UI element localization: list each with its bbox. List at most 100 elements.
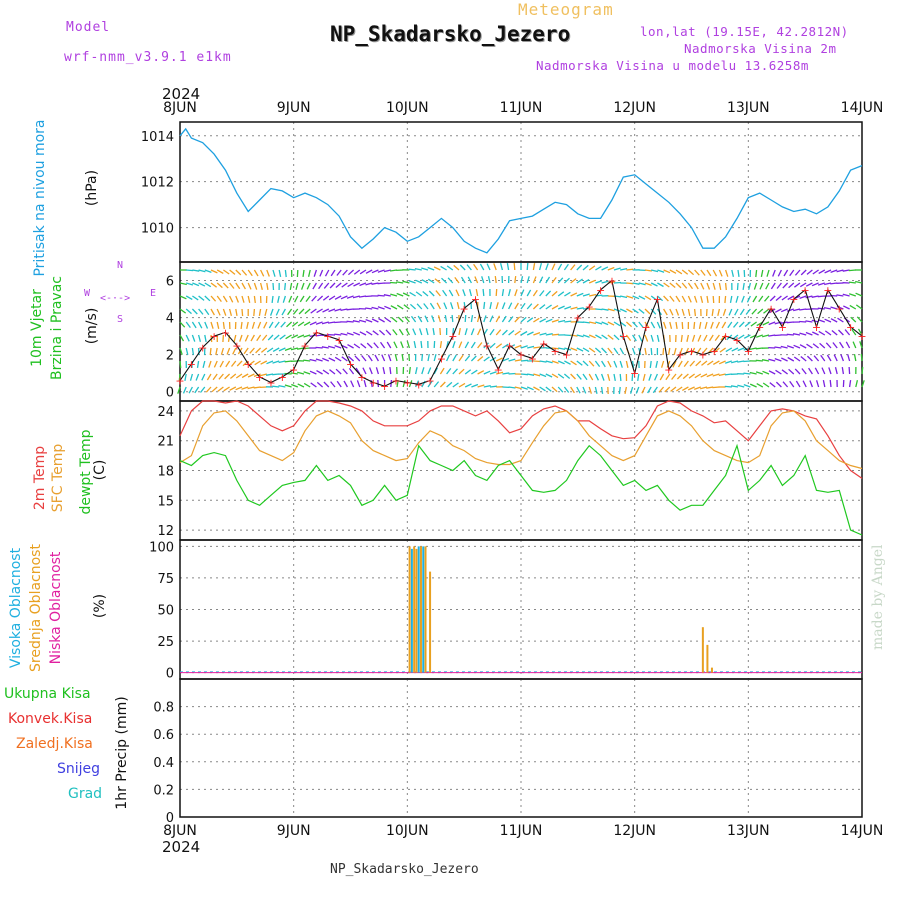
wind-arrow bbox=[688, 373, 695, 379]
wind-arrow bbox=[291, 334, 299, 339]
wind-arrow bbox=[595, 308, 603, 311]
wind-arrow bbox=[508, 344, 516, 349]
wind-arrow bbox=[620, 295, 628, 299]
wind-arrow bbox=[371, 318, 379, 323]
wind-arrow bbox=[447, 277, 454, 284]
wind-arrow bbox=[697, 334, 702, 342]
wind-arrow bbox=[841, 366, 845, 375]
wind-arrow bbox=[322, 369, 330, 375]
wind-arrow bbox=[520, 302, 526, 310]
wind-arrow bbox=[570, 278, 577, 284]
wind-arrow bbox=[198, 282, 206, 287]
wind-arrow bbox=[545, 276, 551, 284]
wind-arrow bbox=[724, 360, 733, 364]
wind-arrow bbox=[243, 347, 249, 355]
wind-marker: + bbox=[562, 349, 571, 362]
wind-arrow bbox=[799, 332, 807, 336]
wind-arrow bbox=[769, 295, 776, 302]
wind-arrow bbox=[192, 282, 200, 287]
wind-arrow bbox=[811, 282, 819, 287]
wind-arrow bbox=[539, 304, 546, 310]
wind-arrow bbox=[458, 327, 461, 336]
wind-arrow bbox=[241, 282, 246, 290]
wind-arrow bbox=[253, 269, 259, 277]
wind-arrow bbox=[444, 314, 448, 323]
wind-arrow bbox=[619, 321, 627, 327]
wind-arrow bbox=[613, 308, 621, 313]
wind-arrow bbox=[277, 295, 280, 303]
wind-arrow bbox=[229, 269, 236, 275]
wind-arrow bbox=[669, 321, 673, 329]
wind-arrow bbox=[638, 321, 644, 328]
wind-arrow bbox=[361, 355, 367, 362]
wind-arrow bbox=[775, 369, 782, 375]
wind-arrow bbox=[588, 265, 596, 271]
wind-arrow bbox=[383, 294, 391, 297]
wind-arrow bbox=[681, 321, 684, 330]
wind-arrow bbox=[731, 360, 739, 364]
wind-arrow bbox=[834, 367, 838, 375]
wind-arrow bbox=[241, 295, 245, 303]
wind-arrow bbox=[292, 308, 299, 315]
wind-arrow bbox=[185, 295, 193, 300]
wind-arrow bbox=[409, 291, 416, 297]
wind-arrow bbox=[402, 292, 410, 297]
wind-arrow bbox=[644, 347, 647, 356]
wind-arrow bbox=[452, 368, 458, 375]
wind-arrow bbox=[734, 308, 739, 316]
wind-arrow bbox=[179, 282, 187, 286]
wind-arrow bbox=[275, 308, 280, 316]
wind-arrow bbox=[594, 360, 601, 367]
wind-arrow bbox=[532, 276, 537, 284]
wind-arrow bbox=[800, 269, 807, 276]
wind-arrow bbox=[452, 382, 459, 388]
wind-arrow bbox=[782, 282, 789, 289]
wind-arrow bbox=[737, 360, 745, 363]
wind-arrow bbox=[427, 278, 435, 284]
wind-arrow bbox=[830, 269, 838, 274]
wind-arrow bbox=[271, 295, 274, 303]
wind-arrow bbox=[848, 380, 852, 388]
wind-arrow bbox=[601, 321, 609, 326]
wind-speed-line bbox=[179, 279, 863, 387]
wind-arrow bbox=[719, 347, 726, 353]
wind-arrow bbox=[812, 343, 820, 349]
wind-arrow bbox=[683, 360, 689, 367]
wind-arrow bbox=[831, 330, 838, 336]
wind-arrow bbox=[700, 386, 708, 390]
wind-arrow bbox=[805, 331, 813, 336]
wind-arrow bbox=[352, 295, 360, 299]
wind-arrow bbox=[520, 373, 529, 376]
wind-arrow bbox=[278, 347, 286, 352]
wind-arrow bbox=[631, 360, 635, 368]
wind-arrow bbox=[247, 386, 255, 390]
wind-arrow bbox=[811, 295, 819, 298]
wind-arrow bbox=[840, 354, 845, 362]
wind-arrow bbox=[650, 334, 654, 342]
wind-arrow bbox=[453, 264, 460, 271]
wind-arrow bbox=[849, 304, 857, 310]
wind-arrow bbox=[462, 289, 466, 297]
wind-arrow bbox=[769, 382, 776, 388]
y-tick-label: 0 bbox=[166, 811, 174, 826]
wind-arrow bbox=[564, 291, 571, 297]
wind-arrow bbox=[737, 269, 740, 277]
wind-arrow bbox=[570, 292, 578, 297]
wind-arrow bbox=[191, 321, 197, 329]
wind-arrow bbox=[731, 347, 739, 352]
wind-arrow bbox=[806, 343, 813, 349]
wind-arrow bbox=[356, 380, 361, 388]
wind-arrow bbox=[220, 347, 225, 355]
wind-arrow bbox=[786, 308, 795, 312]
wind-arrow bbox=[422, 291, 429, 297]
wind-marker: + bbox=[857, 330, 866, 343]
wind-arrow bbox=[813, 355, 820, 362]
wind-arrow bbox=[582, 347, 590, 353]
x-tick-label-top: 9JUN bbox=[277, 100, 311, 116]
wind-arrow bbox=[303, 359, 311, 362]
wind-marker: + bbox=[221, 326, 230, 339]
wind-arrow bbox=[222, 334, 225, 343]
wind-arrow bbox=[186, 282, 194, 286]
wind-arrow bbox=[241, 386, 249, 390]
wind-arrow bbox=[334, 308, 342, 312]
